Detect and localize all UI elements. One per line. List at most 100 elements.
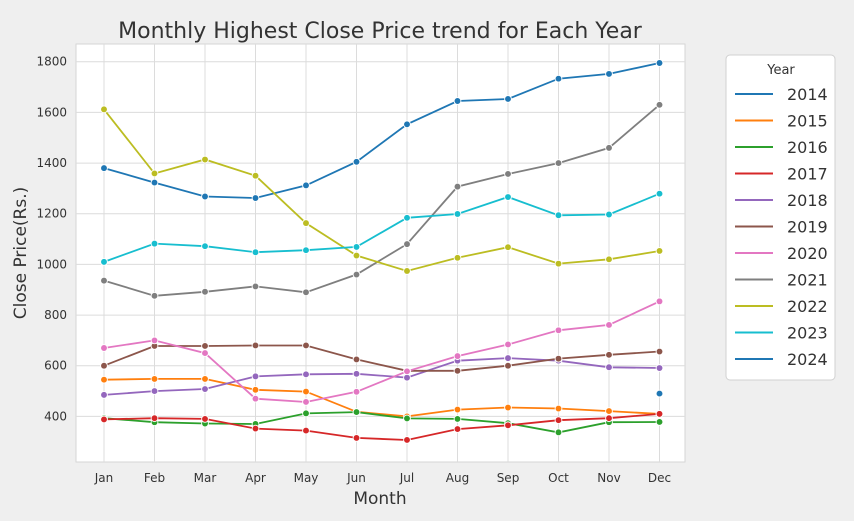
data-point-2024 <box>655 389 664 398</box>
data-point-2022 <box>251 171 260 180</box>
series-line-2019 <box>103 344 660 372</box>
data-point-2017 <box>251 424 260 433</box>
x-tick-label: Apr <box>245 471 266 485</box>
data-point-2018 <box>201 385 209 393</box>
data-point-2018 <box>100 391 108 399</box>
y-axis-label: Close Price(Rs.) <box>11 187 31 320</box>
data-point-2017 <box>605 414 613 423</box>
legend-label-2014: 2014 <box>787 85 828 104</box>
data-point-2018 <box>504 354 512 362</box>
data-point-2022 <box>504 243 512 252</box>
legend-label-2022: 2022 <box>787 297 828 316</box>
data-point-2018 <box>655 364 664 372</box>
data-point-2016 <box>403 414 411 423</box>
data-point-2014 <box>453 97 462 105</box>
series-line-2023 <box>103 192 660 263</box>
data-point-2022 <box>554 259 563 268</box>
data-point-2019 <box>655 347 664 356</box>
data-point-2014 <box>302 181 310 190</box>
y-tick-label: 600 <box>44 359 67 373</box>
data-point-2018 <box>605 363 613 372</box>
data-point-2022 <box>352 251 361 260</box>
legend-label-2017: 2017 <box>787 165 828 184</box>
series-lines <box>103 62 661 441</box>
data-point-2014 <box>655 59 664 67</box>
legend: Year 2014 2015 2016 2017 2018 2019 2020 2021 202… <box>725 54 836 381</box>
data-point-2020 <box>251 394 260 403</box>
data-point-2020 <box>453 352 462 360</box>
data-point-2021 <box>352 270 361 279</box>
data-point-2015 <box>605 407 613 415</box>
data-point-2017 <box>302 426 310 435</box>
data-point-2023 <box>150 239 159 248</box>
data-point-2021 <box>605 144 613 152</box>
legend-label-2015: 2015 <box>787 112 828 131</box>
x-tick-label: May <box>294 471 319 485</box>
data-point-2021 <box>251 282 260 291</box>
series-points <box>100 59 664 444</box>
data-point-2017 <box>504 421 512 430</box>
data-point-2015 <box>554 404 563 413</box>
data-point-2023 <box>302 246 310 255</box>
data-point-2017 <box>201 415 209 423</box>
data-point-2014 <box>352 157 361 166</box>
series-line-2018 <box>103 357 660 396</box>
data-point-2017 <box>352 434 361 442</box>
series-line-2015 <box>103 378 660 418</box>
y-axis-ticks: 400 600 800 1000 1200 1400 1600 1800 <box>36 55 67 424</box>
data-point-2014 <box>504 95 512 103</box>
data-point-2014 <box>403 120 411 129</box>
data-point-2016 <box>453 415 462 423</box>
data-point-2021 <box>554 159 563 167</box>
x-tick-label: Jun <box>346 471 366 485</box>
data-point-2020 <box>605 321 613 329</box>
legend-label-2023: 2023 <box>787 324 828 343</box>
x-axis-ticks: Jan Feb Mar Apr May Jun Jul Aug Sep Oct Nov Dec <box>94 471 671 485</box>
data-point-2021 <box>403 240 411 248</box>
data-point-2023 <box>100 258 108 266</box>
data-point-2023 <box>352 243 361 251</box>
x-axis-label: Month <box>353 489 406 509</box>
x-tick-label: Dec <box>648 471 671 485</box>
data-point-2021 <box>201 287 209 296</box>
data-point-2014 <box>100 164 108 172</box>
x-tick-label: Aug <box>446 471 469 485</box>
legend-label-2019: 2019 <box>787 218 828 237</box>
y-tick-label: 400 <box>44 409 67 423</box>
x-tick-label: Sep <box>497 471 520 485</box>
data-point-2023 <box>655 189 664 198</box>
y-tick-label: 1400 <box>36 156 67 170</box>
data-point-2020 <box>302 398 310 406</box>
data-point-2022 <box>403 267 411 275</box>
y-tick-label: 800 <box>44 308 67 322</box>
series-line-2014 <box>103 62 660 199</box>
data-point-2019 <box>554 354 563 363</box>
data-point-2018 <box>302 370 310 379</box>
data-point-2015 <box>201 375 209 383</box>
data-point-2022 <box>150 169 159 178</box>
data-point-2015 <box>453 405 462 414</box>
data-point-2016 <box>302 409 310 418</box>
data-point-2022 <box>201 155 209 164</box>
legend-box <box>725 54 836 381</box>
data-point-2021 <box>504 170 512 178</box>
data-point-2022 <box>453 253 462 262</box>
data-point-2014 <box>554 74 563 83</box>
data-point-2016 <box>554 428 563 437</box>
data-point-2015 <box>251 385 260 394</box>
data-point-2022 <box>605 255 613 264</box>
x-tick-label: Feb <box>144 471 165 485</box>
data-point-2023 <box>504 193 512 201</box>
data-point-2019 <box>201 342 209 350</box>
legend-label-2018: 2018 <box>787 191 828 210</box>
data-point-2019 <box>100 361 108 370</box>
data-point-2020 <box>201 349 209 357</box>
data-point-2022 <box>302 219 310 227</box>
data-point-2017 <box>403 436 411 444</box>
x-tick-label: Jan <box>94 471 114 485</box>
data-point-2020 <box>352 387 361 396</box>
data-point-2023 <box>251 248 260 257</box>
data-point-2020 <box>100 344 108 352</box>
data-point-2019 <box>453 366 462 375</box>
